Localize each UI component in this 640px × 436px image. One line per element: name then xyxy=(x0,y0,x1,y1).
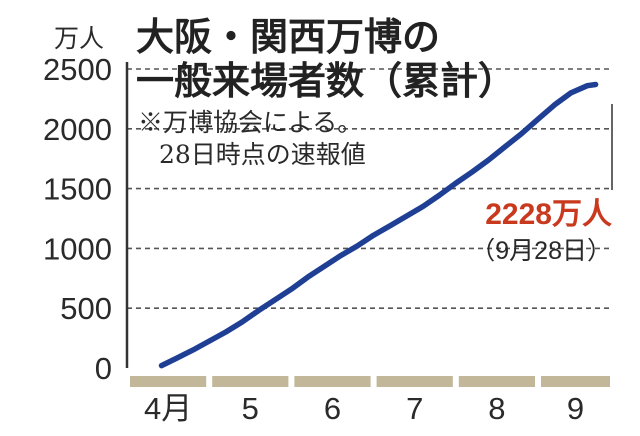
month-band-1 xyxy=(130,376,207,387)
month-axis: 4月 5 6 7 8 9 xyxy=(130,376,610,426)
y-tick-label-500: 500 xyxy=(60,291,112,326)
note-line2: 28日時点の速報値 xyxy=(159,140,366,169)
y-tick-label-2500: 2500 xyxy=(43,52,112,87)
y-tick-labels: 0 500 1000 1500 2000 2500 xyxy=(43,52,112,386)
series-line-visitors xyxy=(158,81,599,369)
y-tick-label-2000: 2000 xyxy=(43,112,112,147)
gridlines xyxy=(127,68,610,310)
month-label-3: 6 xyxy=(324,391,341,426)
month-band-4 xyxy=(376,376,453,387)
y-axis-unit: 万人 xyxy=(54,24,104,53)
y-tick-label-0: 0 xyxy=(95,351,112,386)
y-tick-label-1500: 1500 xyxy=(43,172,112,207)
month-label-4: 7 xyxy=(406,391,423,426)
month-band-5 xyxy=(458,376,536,387)
final-date-label: （9月28日） xyxy=(470,237,612,265)
final-value-label: 2228万人 xyxy=(485,198,612,231)
month-label-5: 8 xyxy=(488,391,505,426)
month-band-2 xyxy=(212,376,289,387)
month-label-6: 9 xyxy=(567,391,584,426)
month-band-3 xyxy=(294,376,371,387)
chart-title-line2: 一般来場者数（累計） xyxy=(136,59,516,103)
month-band-6 xyxy=(541,376,610,387)
month-label-2: 5 xyxy=(242,391,259,426)
chart-title-line1: 大阪・関西万博の xyxy=(136,15,440,59)
y-tick-label-1000: 1000 xyxy=(43,231,112,266)
month-label-1: 4月 xyxy=(144,391,192,426)
note-line1: ※万博協会による。 xyxy=(138,108,362,137)
